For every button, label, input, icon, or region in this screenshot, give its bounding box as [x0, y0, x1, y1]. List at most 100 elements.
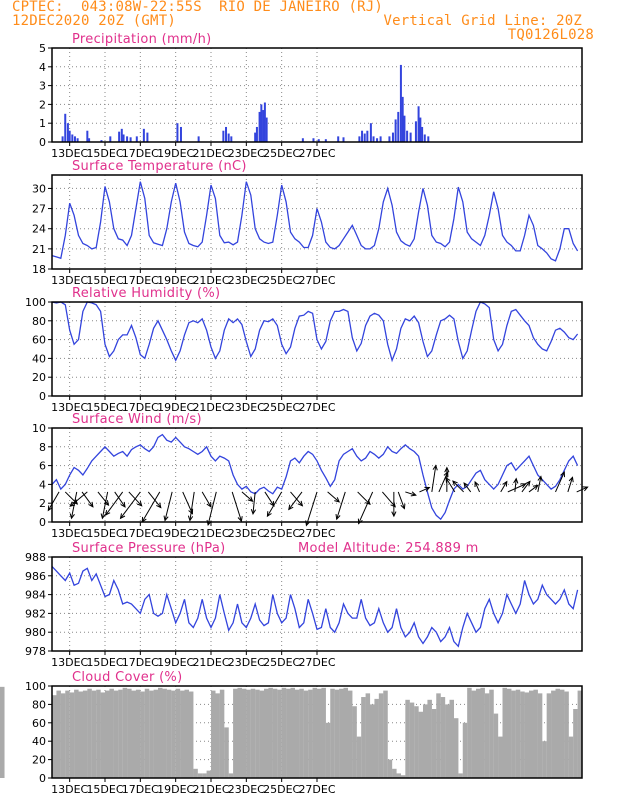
- x-tick-label: 19DEC: [157, 147, 194, 160]
- precip-bar: [414, 121, 417, 142]
- precip-bar: [403, 115, 406, 142]
- precip-bar: [262, 110, 265, 142]
- precip-bar: [222, 130, 225, 142]
- wind-arrow-shaft: [431, 465, 437, 492]
- wind-arrow-head: [513, 477, 519, 484]
- precip-bar: [88, 138, 91, 142]
- cloud-bar: [162, 688, 167, 778]
- y-tick-label: 21: [32, 243, 46, 256]
- wind-arrow-shaft: [474, 481, 480, 493]
- wind-arrow-head: [474, 480, 480, 488]
- x-tick-label: 27DEC: [298, 401, 335, 414]
- wind-arrow-head: [400, 503, 406, 510]
- precip-bar: [301, 138, 304, 142]
- precip-bar: [197, 136, 200, 142]
- cloud-bar: [175, 688, 181, 778]
- y-tick-label: 40: [32, 352, 46, 365]
- cloud-bar: [551, 690, 556, 778]
- cloud-bar: [166, 689, 172, 778]
- x-tick-label: 21DEC: [192, 401, 229, 414]
- wind-arrow-shaft: [252, 491, 256, 514]
- precip-bar: [324, 139, 327, 142]
- x-tick-label: 25DEC: [263, 783, 300, 796]
- precip-bar: [258, 111, 261, 142]
- cloud-bar: [414, 706, 419, 778]
- y-tick-label: 0: [39, 390, 46, 403]
- y-tick-label: 20: [32, 371, 46, 384]
- cloud-bar: [370, 704, 375, 778]
- cloud-bar: [339, 688, 344, 778]
- y-tick-label: 80: [32, 315, 46, 328]
- cloud-bar: [197, 773, 203, 778]
- y-tick-label: 40: [32, 735, 46, 748]
- precip-bar: [100, 140, 103, 142]
- cloud-bar: [555, 688, 561, 778]
- precip-bar: [394, 119, 397, 142]
- wind-arrow-shaft: [97, 491, 109, 506]
- cloud-bar: [396, 773, 402, 778]
- cloud-bar: [476, 688, 481, 778]
- x-tick-label: 19DEC: [157, 527, 194, 540]
- cloud-bar: [374, 698, 379, 778]
- cloud-bar: [440, 697, 446, 778]
- cloud-bar: [568, 736, 574, 778]
- cloud-bar: [149, 690, 154, 778]
- y-tick-label: 24: [32, 223, 46, 236]
- cloud-bar: [498, 736, 503, 778]
- wind-arrow-head: [119, 513, 126, 520]
- precip-bar: [388, 136, 391, 142]
- precip-bar: [68, 130, 71, 142]
- wind-arrow-head: [525, 480, 531, 487]
- series-line: [51, 301, 579, 363]
- precip-bar: [176, 123, 179, 142]
- cloud-bar: [573, 709, 578, 778]
- x-tick-label: 17DEC: [122, 274, 159, 287]
- precip-bar: [317, 139, 320, 142]
- x-tick-label: 27DEC: [298, 147, 335, 160]
- panel-frame: [51, 47, 583, 143]
- cloud-bar: [423, 704, 428, 778]
- wind-arrow-shaft: [305, 491, 318, 526]
- x-tick-label: 23DEC: [228, 656, 265, 669]
- precip-bar: [406, 130, 409, 142]
- cloud-bar: [277, 689, 282, 778]
- cloud-bar: [409, 702, 415, 778]
- y-tick-label: 980: [25, 626, 46, 639]
- wind-arrow-head: [391, 511, 397, 518]
- wind-arrow-shaft: [241, 491, 253, 502]
- x-tick-label: 21DEC: [192, 783, 229, 796]
- panel-title: Cloud Cover (%): [72, 670, 182, 685]
- wind-arrow-shaft: [521, 481, 531, 493]
- wind-arrow-shaft: [182, 491, 193, 514]
- cloud-bar: [272, 688, 278, 778]
- x-tick-label: 21DEC: [192, 274, 229, 287]
- x-tick-label: 25DEC: [263, 527, 300, 540]
- cloud-bar: [241, 688, 247, 778]
- wind-arrow-shaft: [164, 491, 173, 521]
- panel-2: 18 21 24 27 30 13DEC15DEC17DEC19DEC21DEC23DEC…: [32, 159, 583, 287]
- precip-bar: [421, 126, 424, 142]
- x-tick-label: 25DEC: [263, 274, 300, 287]
- y-tick-label: 3: [39, 80, 46, 93]
- wind-arrow-shaft: [381, 491, 396, 508]
- cloud-bar: [418, 711, 424, 778]
- cloud-bar: [87, 688, 92, 778]
- cloud-bar: [113, 690, 119, 778]
- y-tick-label: 0: [39, 516, 46, 529]
- cloud-bar: [96, 689, 101, 778]
- wind-arrow-head: [424, 486, 431, 492]
- x-tick-label: 19DEC: [157, 783, 194, 796]
- precip-bar: [129, 137, 132, 142]
- x-tick-label: 17DEC: [122, 527, 159, 540]
- y-tick-label: 984: [25, 589, 46, 602]
- wind-arrow-shaft: [419, 487, 430, 493]
- precip-bar: [179, 126, 182, 142]
- panel-title: Precipitation (mm/h): [72, 32, 211, 47]
- cloud-bar: [330, 688, 335, 778]
- cloud-bar: [60, 693, 66, 778]
- y-tick-label: 80: [32, 698, 46, 711]
- wind-arrow-head: [432, 464, 438, 471]
- wind-arrow-shaft: [81, 491, 94, 508]
- x-tick-label: 23DEC: [228, 401, 265, 414]
- wind-arrow-head: [163, 515, 169, 522]
